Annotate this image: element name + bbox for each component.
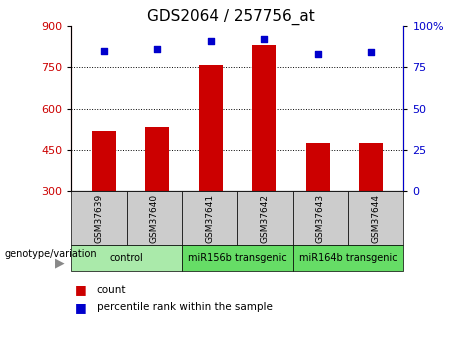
Bar [199, 65, 223, 191]
Bar [252, 45, 276, 191]
Point [207, 38, 214, 43]
Point [100, 48, 107, 53]
Bar [306, 143, 330, 191]
Text: control: control [110, 253, 144, 263]
Point [260, 36, 268, 42]
Text: ■: ■ [75, 283, 87, 296]
Bar [359, 143, 383, 191]
Point [154, 46, 161, 52]
Text: ▶: ▶ [55, 257, 65, 269]
Point [367, 50, 375, 55]
Text: genotype/variation: genotype/variation [5, 249, 97, 259]
Text: miR156b transgenic: miR156b transgenic [188, 253, 287, 263]
Text: miR164b transgenic: miR164b transgenic [299, 253, 397, 263]
Text: count: count [97, 285, 126, 295]
Text: GSM37640: GSM37640 [150, 194, 159, 243]
Point [314, 51, 321, 57]
Text: GSM37641: GSM37641 [205, 194, 214, 243]
Bar [92, 131, 116, 191]
Text: GSM37642: GSM37642 [260, 194, 270, 243]
Text: ■: ■ [75, 300, 87, 314]
Text: GSM37639: GSM37639 [95, 194, 104, 243]
Bar [145, 127, 169, 191]
Text: GSM37643: GSM37643 [316, 194, 325, 243]
Text: GDS2064 / 257756_at: GDS2064 / 257756_at [147, 9, 314, 25]
Text: percentile rank within the sample: percentile rank within the sample [97, 302, 273, 312]
Text: GSM37644: GSM37644 [371, 194, 380, 243]
